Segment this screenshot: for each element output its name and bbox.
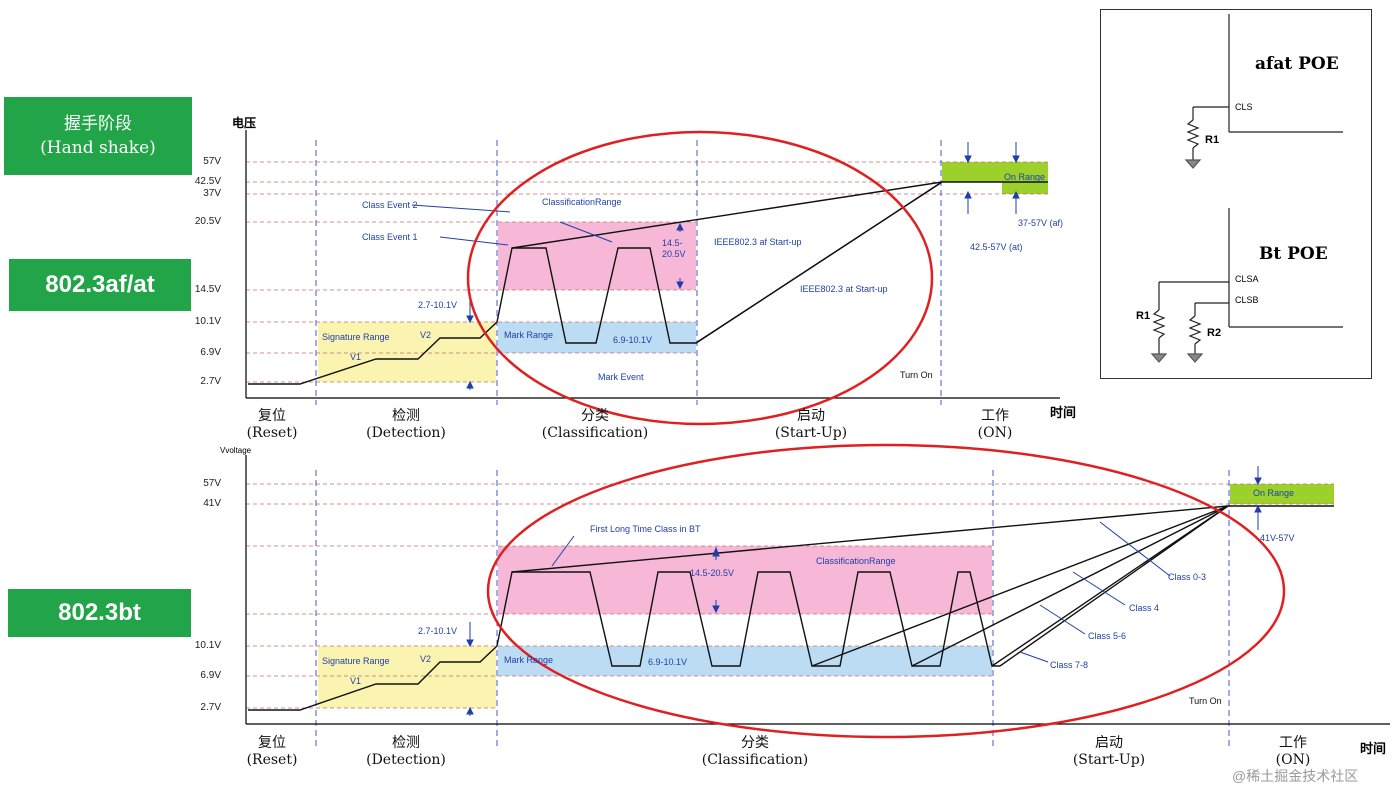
bt-r2-label: R2 xyxy=(1207,327,1222,339)
top-phase-reset: 复位 (Reset) xyxy=(246,408,298,441)
top-signature-range-label: Signature Range xyxy=(322,332,390,342)
bottom-range-41-57-label: 41V-57V xyxy=(1260,533,1295,543)
bottom-tick-27v: 2.7V xyxy=(200,702,221,713)
afat-poe-title: afat POE xyxy=(1255,54,1339,74)
watermark: @稀土掘金技术社区 xyxy=(1232,768,1359,784)
bottom-class-4-label: Class 4 xyxy=(1129,603,1160,613)
top-mark-event-label: Mark Event xyxy=(598,372,644,382)
clsa-pin-label: CLSA xyxy=(1235,274,1259,284)
bottom-tick-57v: 57V xyxy=(203,478,221,489)
handshake-line1: 握手阶段 xyxy=(64,114,132,134)
bottom-range-27-10-label: 2.7-10.1V xyxy=(418,626,458,636)
bottom-v2-label: V2 xyxy=(420,654,432,664)
top-tick-205v: 20.5V xyxy=(194,216,221,227)
top-tick-145v: 14.5V xyxy=(194,284,221,295)
top-phase-classification: 分类 (Classification) xyxy=(541,408,649,441)
top-phase-on: 工作 (ON) xyxy=(977,408,1013,441)
bottom-waveform xyxy=(248,505,1334,711)
bottom-class-78-label: Class 7-8 xyxy=(1050,660,1089,670)
bottom-phase-on: 工作 (ON) xyxy=(1275,735,1311,768)
bottom-signature-region xyxy=(318,646,496,708)
bottom-phase-reset: 复位 (Reset) xyxy=(246,735,298,768)
bottom-v1-label: V1 xyxy=(350,676,362,686)
standard-afat-badge: 802.3af/at xyxy=(9,259,191,311)
bottom-phase-detection: 检测 (Detection) xyxy=(366,735,446,768)
bottom-tick-69v: 6.9V xyxy=(200,670,221,681)
top-on-range-label: On Range xyxy=(1004,172,1046,182)
top-classification-range-label: ClassificationRange xyxy=(542,197,622,207)
top-range-69-10-label: 6.9-10.1V xyxy=(613,335,653,345)
top-classification-region xyxy=(498,222,696,290)
bottom-mark-region xyxy=(498,646,992,676)
top-ieee-af-label: IEEE802.3 af Start-up xyxy=(714,237,802,247)
top-y-axis-label: 电压 xyxy=(232,116,257,130)
top-chart-grid xyxy=(245,130,1060,405)
bottom-range-69-10-label: 6.9-10.1V xyxy=(648,657,688,667)
bottom-highlight-ellipse xyxy=(486,443,1286,739)
top-phase-detection: 检测 (Detection) xyxy=(366,408,446,441)
top-highlight-ellipse xyxy=(466,130,934,426)
bottom-range-145-205-label: 14.5-20.5V xyxy=(690,568,735,578)
handshake-badge: 握手阶段 (Hand shake) xyxy=(4,97,192,175)
top-class-event-1-label: Class Event 1 xyxy=(362,232,418,242)
top-signature-region xyxy=(318,322,496,382)
top-range-425-57-label: 42.5-57V (at) xyxy=(970,242,1023,252)
top-x-axis-label: 时间 xyxy=(1050,405,1077,420)
bottom-phase-startup: 启动 (Start-Up) xyxy=(1072,735,1146,768)
top-tick-37v: 37V xyxy=(203,188,221,199)
top-on-range-region xyxy=(942,162,1048,182)
cls-pin-label: CLS xyxy=(1235,102,1253,112)
top-tick-425v: 42.5V xyxy=(194,176,221,187)
top-tick-69v: 6.9V xyxy=(200,347,221,358)
bottom-on-range-label: On Range xyxy=(1253,488,1295,498)
bt-r1-label: R1 xyxy=(1136,310,1151,322)
top-tick-27v: 2.7V xyxy=(200,376,221,387)
bottom-phase-classification: 分类 (Classification) xyxy=(701,735,809,768)
bottom-x-axis-label: 时间 xyxy=(1360,741,1387,756)
bottom-turn-on-label: Turn On xyxy=(1189,696,1222,706)
standard-bt-badge: 802.3bt xyxy=(8,589,191,637)
top-tick-57v: 57V xyxy=(203,156,221,167)
top-range-37-57-label: 37-57V (af) xyxy=(1018,218,1064,228)
bt-poe-title: Bt POE xyxy=(1259,244,1328,264)
bottom-mark-range-label: Mark Range xyxy=(504,655,554,665)
clsb-pin-label: CLSB xyxy=(1235,295,1259,305)
top-tick-101v: 10.1V xyxy=(194,316,221,327)
bottom-signature-range-label: Signature Range xyxy=(322,656,390,666)
bottom-class-56-label: Class 5-6 xyxy=(1088,631,1127,641)
top-range-27-10-label: 2.7-10.1V xyxy=(418,300,458,310)
top-turn-on-label: Turn On xyxy=(900,370,933,380)
bottom-on-range-region xyxy=(1230,484,1334,504)
circuit-inset-panel: afat POE CLS R1 Bt POE CLSA CLSB R1 R2 xyxy=(1100,9,1372,379)
handshake-line2: (Hand shake) xyxy=(40,138,156,158)
bottom-class-03-label: Class 0-3 xyxy=(1168,572,1207,582)
bottom-first-long-label: First Long Time Class in BT xyxy=(590,524,701,534)
bottom-tick-101v: 10.1V xyxy=(194,640,221,651)
top-v2-label: V2 xyxy=(420,330,432,340)
top-class-event-2-label: Class Event 2 xyxy=(362,200,418,210)
bottom-y-axis-label: Vvoltage xyxy=(220,446,252,455)
bottom-tick-41v: 41V xyxy=(203,498,221,509)
circuit-schematic xyxy=(1150,14,1343,363)
bottom-chart-grid xyxy=(245,455,1390,750)
bottom-classification-range-label: ClassificationRange xyxy=(816,556,896,566)
top-ieee-at-label: IEEE802.3 at Start-up xyxy=(800,284,888,294)
afat-r1-label: R1 xyxy=(1205,134,1220,146)
top-mark-range-label: Mark Range xyxy=(504,330,554,340)
top-range-145-205-label: 14.5-20.5V xyxy=(662,238,686,259)
bottom-classification-region xyxy=(498,546,992,614)
top-phase-startup: 启动 (Start-Up) xyxy=(774,408,848,441)
top-waveform xyxy=(248,181,1048,385)
top-v1-label: V1 xyxy=(350,352,362,362)
